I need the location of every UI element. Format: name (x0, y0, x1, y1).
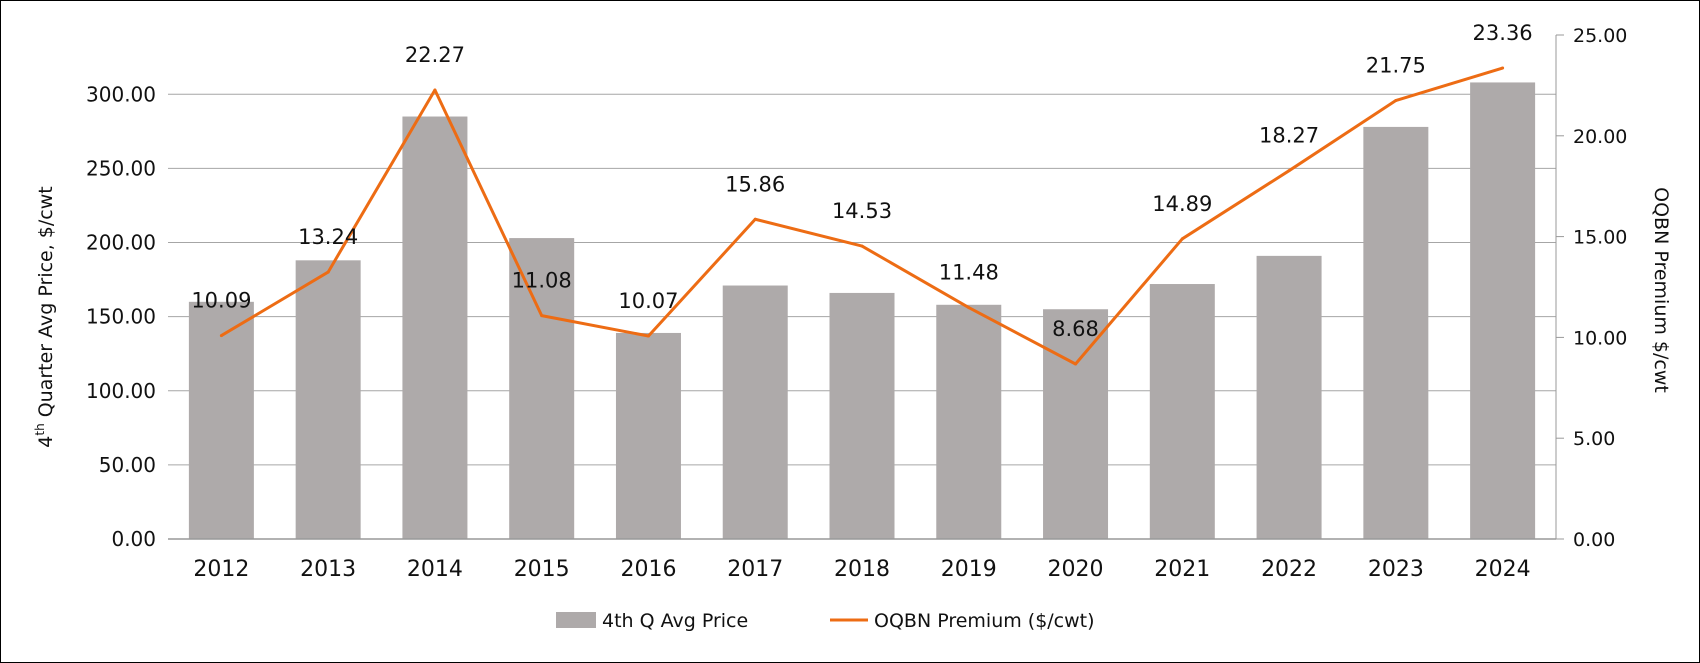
premium-data-label: 11.48 (939, 261, 999, 285)
x-tick-label: 2014 (407, 557, 463, 582)
premium-point-2020 (1074, 362, 1078, 366)
premium-data-label: 23.36 (1473, 21, 1533, 45)
legend: 4th Q Avg Price OQBN Premium ($/cwt) (556, 610, 1095, 632)
premium-point-2012 (219, 334, 223, 338)
y-left-tick-label: 250.00 (86, 156, 156, 180)
bar-2014 (402, 116, 468, 539)
legend-label-line: OQBN Premium ($/cwt) (874, 610, 1095, 632)
y-axis-left-title: 4th Quarter Avg Price, $/cwt (33, 186, 57, 447)
y-right-tick-label: 0.00 (1573, 529, 1615, 551)
y-axis-left-title-sup: th (33, 423, 47, 435)
bar-2013 (295, 260, 361, 539)
bar-series (188, 82, 1536, 540)
premium-point-2022 (1287, 169, 1291, 173)
premium-data-label: 10.07 (618, 289, 678, 313)
premium-point-2014 (433, 88, 437, 92)
premium-point-2023 (1394, 99, 1398, 103)
x-tick-label: 2019 (941, 557, 997, 582)
premium-point-2021 (1180, 237, 1184, 241)
y-right-tick-label: 10.00 (1573, 327, 1627, 349)
bar-2023 (1363, 126, 1429, 539)
y-axis-right-title: OQBN Premium $/cwt (1650, 187, 1672, 393)
bar-2024 (1470, 82, 1536, 539)
y-right-tick-label: 25.00 (1573, 25, 1627, 47)
x-tick-label: 2012 (193, 557, 249, 582)
bar-2017 (722, 285, 788, 539)
bar-2018 (829, 292, 895, 539)
premium-point-2019 (967, 306, 971, 310)
premium-data-label: 18.27 (1259, 124, 1319, 148)
bar-2016 (615, 332, 681, 539)
x-tick-label: 2022 (1261, 557, 1317, 582)
bar-2012 (188, 301, 254, 539)
x-tick-label: 2023 (1368, 557, 1424, 582)
y-right-tick-label: 15.00 (1573, 227, 1627, 249)
y-left-tick-label: 100.00 (86, 379, 156, 403)
y-left-tick-label: 50.00 (99, 453, 156, 477)
premium-point-2018 (860, 244, 864, 248)
gridlines (168, 93, 1556, 466)
bar-2022 (1256, 255, 1322, 539)
line-series: 10.09 13.24 22.27 11.08 10.07 15.86 14.53 11.48… (191, 21, 1533, 366)
axes: 0.00 50.00 100.00 150.00 200.00 250.00 300.00 0… (86, 25, 1627, 582)
legend-swatch-bar (556, 612, 596, 628)
x-tick-label: 2017 (727, 557, 783, 582)
y-left-tick-label: 0.00 (111, 527, 156, 551)
premium-data-label: 21.75 (1366, 54, 1426, 78)
premium-point-2024 (1501, 66, 1505, 70)
premium-data-label: 11.08 (512, 269, 572, 293)
y-left-tick-label: 200.00 (86, 231, 156, 255)
premium-point-2015 (540, 314, 544, 318)
y-right-tick-label: 5.00 (1573, 428, 1615, 450)
bar-2021 (1149, 284, 1215, 539)
y-left-tick-label: 300.00 (86, 82, 156, 106)
bar-2020 (1043, 309, 1109, 539)
premium-data-label: 14.89 (1152, 192, 1212, 216)
x-tick-label: 2016 (620, 557, 676, 582)
bar-2015 (509, 238, 575, 540)
y-right-tick-label: 20.00 (1573, 126, 1627, 148)
y-axis-left-title-main: 4 (35, 436, 57, 448)
y-axis-left-title-rest: Quarter Avg Price, $/cwt (35, 186, 57, 423)
premium-data-label: 14.53 (832, 199, 892, 223)
premium-data-label: 8.68 (1052, 317, 1099, 341)
x-tick-label: 2024 (1475, 557, 1531, 582)
premium-data-label: 13.24 (298, 225, 358, 249)
premium-data-label: 22.27 (405, 43, 465, 67)
premium-data-label: 15.86 (725, 172, 785, 196)
premium-data-label: 10.09 (191, 289, 251, 313)
x-tick-label: 2015 (514, 557, 570, 582)
bar-2019 (936, 304, 1002, 539)
legend-label-bar: 4th Q Avg Price (602, 610, 748, 632)
premium-point-2016 (646, 334, 650, 338)
x-tick-label: 2013 (300, 557, 356, 582)
x-tick-label: 2020 (1048, 557, 1104, 582)
y-left-tick-label: 150.00 (86, 305, 156, 329)
premium-point-2017 (753, 217, 757, 221)
x-tick-label: 2021 (1154, 557, 1210, 582)
x-tick-label: 2018 (834, 557, 890, 582)
premium-point-2013 (326, 270, 330, 274)
